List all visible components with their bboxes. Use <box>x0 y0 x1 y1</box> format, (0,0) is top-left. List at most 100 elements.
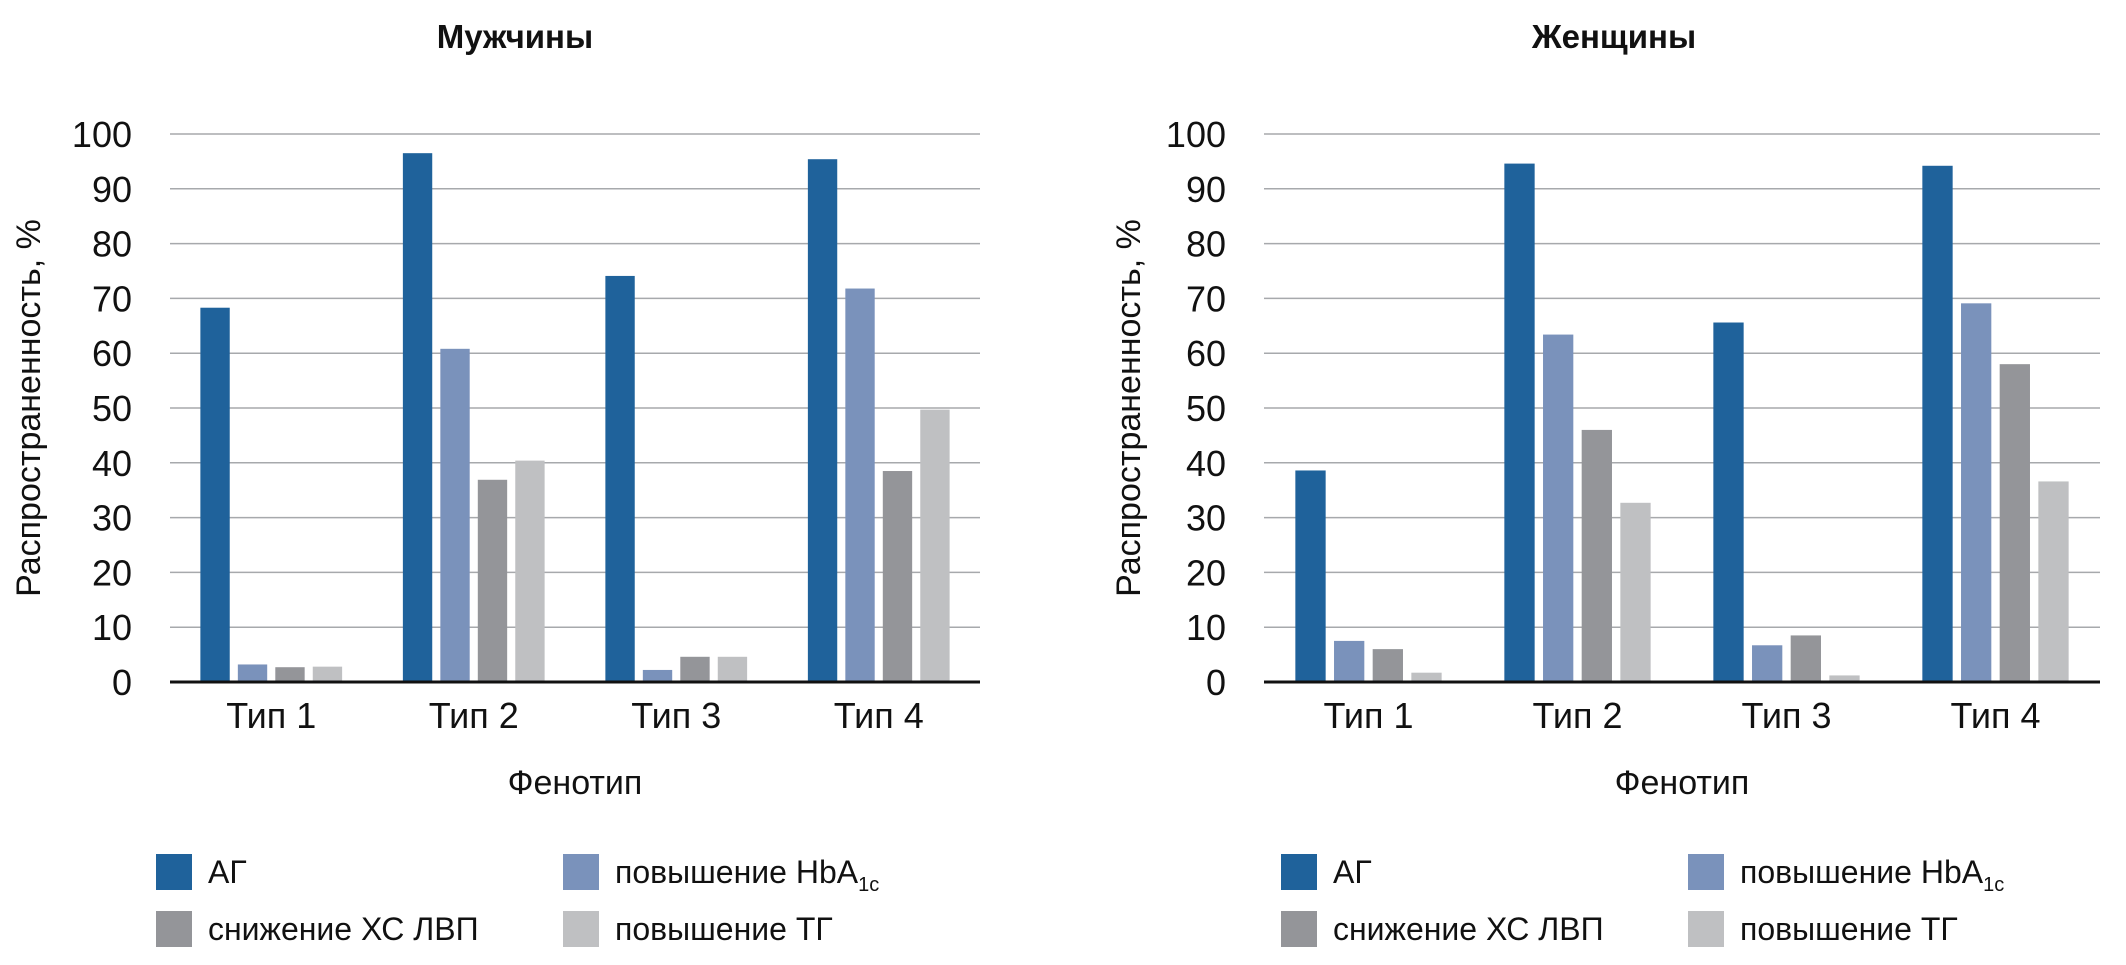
legend-label: АГ <box>1333 854 1372 890</box>
y-tick-label: 40 <box>92 443 132 484</box>
legend: АГ повышение HbA1c снижение ХС ЛВП повышени… <box>156 854 879 947</box>
y-axis-label: Распространенность, % <box>1110 219 1148 597</box>
y-tick-label: 100 <box>72 114 132 155</box>
legend-swatch <box>1281 854 1317 890</box>
y-tick-label: 70 <box>1186 278 1226 319</box>
legend-item: снижение ХС ЛВП <box>156 911 479 947</box>
legend-item: повышение ТГ <box>563 911 833 947</box>
bar <box>717 656 748 682</box>
y-tick-label: 70 <box>92 278 132 319</box>
y-tick-label: 50 <box>92 388 132 429</box>
legend-label: повышение HbA1c <box>1740 854 2004 896</box>
y-tick-label: 60 <box>92 333 132 374</box>
y-tick-label: 90 <box>1186 169 1226 210</box>
y-tick-label: 90 <box>92 169 132 210</box>
bar <box>477 479 508 682</box>
y-tick-label: 100 <box>1166 114 1226 155</box>
bar <box>2038 481 2069 682</box>
bar <box>807 159 838 682</box>
y-tick-label: 80 <box>1186 224 1226 265</box>
legend-label-text: повышение HbA <box>615 854 859 890</box>
bar <box>1372 649 1403 682</box>
legend-label-text: снижение ХС ЛВП <box>208 911 479 947</box>
chart-title: Мужчины <box>437 18 593 55</box>
legend-item: АГ <box>1281 854 1372 890</box>
y-tick-label: 10 <box>1186 607 1226 648</box>
legend-swatch <box>563 911 599 947</box>
y-tick-label: 30 <box>1186 498 1226 539</box>
bar <box>312 666 343 682</box>
bar <box>275 667 305 682</box>
bar <box>200 307 230 682</box>
legend-item: снижение ХС ЛВП <box>1281 911 1604 947</box>
legend-item: повышение HbA1c <box>1688 854 2004 896</box>
bar <box>1295 470 1326 682</box>
bar <box>605 275 635 682</box>
bar <box>1713 322 1744 682</box>
x-tick-label: Тип 4 <box>834 695 924 736</box>
chart-1: Мужчины 0 10 20 30 40 50 60 70 80 90 100 Распростран… <box>10 18 980 947</box>
y-axis-label: Распространенность, % <box>10 219 48 597</box>
x-tick-label: Тип 1 <box>226 695 316 736</box>
legend-label: повышение ТГ <box>615 911 833 947</box>
y-tick-label: 60 <box>1186 333 1226 374</box>
legend-swatch <box>1688 911 1724 947</box>
legend-swatch <box>156 911 192 947</box>
y-tick-label: 20 <box>92 552 132 593</box>
chart-2: Женщины 0 10 20 30 40 50 60 70 80 90 100 Распростран… <box>1110 18 2100 947</box>
y-tick-label: 0 <box>1206 662 1226 703</box>
legend-label: повышение HbA1c <box>615 854 879 896</box>
bar <box>1790 635 1821 682</box>
legend-swatch <box>1281 911 1317 947</box>
chart-title: Женщины <box>1531 18 1696 55</box>
y-tick-label: 10 <box>92 607 132 648</box>
x-tick-label: Тип 4 <box>1950 695 2040 736</box>
bar <box>1581 429 1612 682</box>
legend-item: повышение HbA1c <box>563 854 879 896</box>
bar <box>1334 640 1365 682</box>
bar <box>1411 672 1442 682</box>
legend-label-subscript: 1c <box>1983 874 2004 896</box>
legend-label-text: повышение HbA <box>1740 854 1984 890</box>
x-tick-label: Тип 3 <box>1741 695 1831 736</box>
bar <box>1922 165 1953 682</box>
bar <box>1543 334 1574 682</box>
legend-label-subscript: 1c <box>858 874 879 896</box>
legend-label-text: АГ <box>208 854 247 890</box>
legend-label: повышение ТГ <box>1740 911 1958 947</box>
bar <box>680 656 710 682</box>
x-tick-label: Тип 3 <box>631 695 721 736</box>
legend-swatch <box>1688 854 1724 890</box>
legend-item: АГ <box>156 854 247 890</box>
legend-label-text: повышение ТГ <box>1740 911 1958 947</box>
legend-swatch <box>563 854 599 890</box>
legend-item: повышение ТГ <box>1688 911 1958 947</box>
legend-label: снижение ХС ЛВП <box>208 911 479 947</box>
legend-swatch <box>156 854 192 890</box>
bar <box>1829 675 1860 682</box>
x-tick-label: Тип 1 <box>1323 695 1413 736</box>
bar <box>1504 163 1535 683</box>
x-tick-label: Тип 2 <box>429 695 519 736</box>
y-tick-label: 50 <box>1186 388 1226 429</box>
bar <box>845 288 875 682</box>
bar <box>642 669 673 682</box>
x-axis-label: Фенотип <box>1615 764 1750 802</box>
bar <box>882 471 913 682</box>
bar <box>1620 502 1651 682</box>
bar <box>1752 645 1783 682</box>
legend: АГ повышение HbA1c снижение ХС ЛВП повышени… <box>1281 854 2004 947</box>
bar <box>440 348 470 682</box>
y-tick-label: 0 <box>112 662 132 703</box>
x-axis-label: Фенотип <box>508 764 643 802</box>
legend-label: снижение ХС ЛВП <box>1333 911 1604 947</box>
bar <box>920 409 950 682</box>
legend-label-text: АГ <box>1333 854 1372 890</box>
y-tick-label: 80 <box>92 224 132 265</box>
bar <box>515 460 545 682</box>
x-tick-label: Тип 2 <box>1532 695 1622 736</box>
y-tick-label: 40 <box>1186 443 1226 484</box>
bar <box>402 153 433 682</box>
bar <box>1961 303 1992 682</box>
